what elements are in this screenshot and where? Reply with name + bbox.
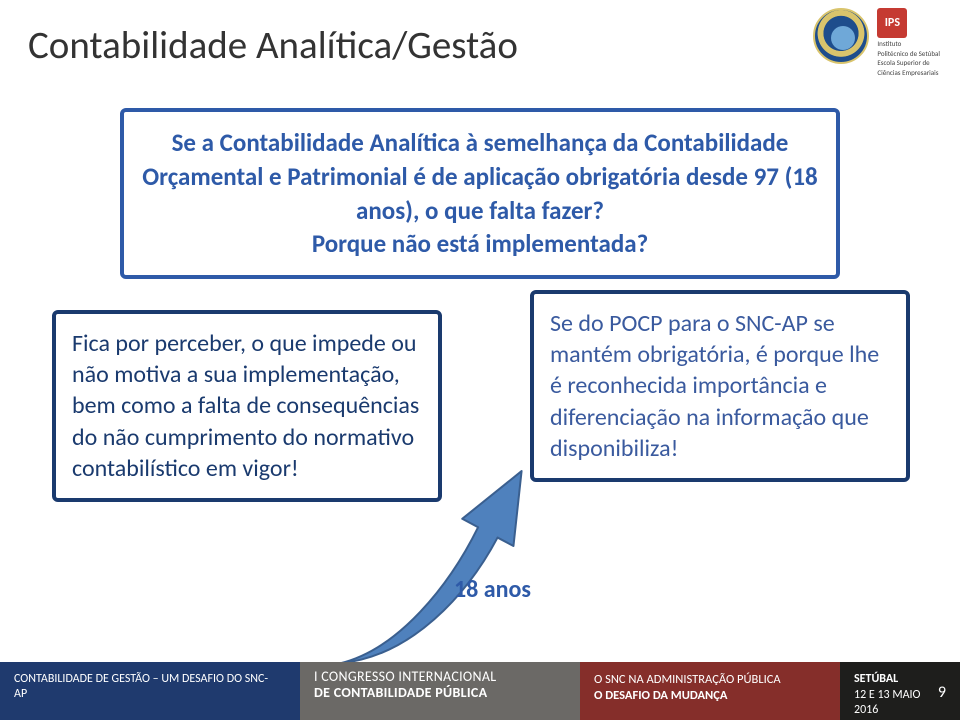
logo-area: IPS Instituto Politécnico de Setúbal Esc… [813, 8, 940, 77]
ips-sub4: Ciências Empresariais [877, 69, 938, 77]
footer-col4-l2: 12 E 13 MAIO 2016 [854, 688, 946, 719]
ips-sub3: Escola Superior de [877, 59, 929, 67]
left-callout-text: Fica por perceber, o que impede ou não m… [72, 329, 419, 483]
footer-bar: CONTABILIDADE DE GESTÃO – UM DESAFIO DO … [0, 662, 960, 720]
ips-sub2: Politécnico de Setúbal [877, 50, 940, 58]
page-number: 9 [938, 683, 946, 702]
footer-col2-l2: DE CONTABILIDADE PÚBLICA [314, 685, 566, 701]
ips-sub1: Instituto [877, 40, 901, 48]
right-callout-text: Se do POCP para o SNC-AP se mantém obrig… [550, 309, 879, 463]
right-callout-box: Se do POCP para o SNC-AP se mantém obrig… [530, 290, 910, 482]
footer-col3-l2: O DESAFIO DA MUDANÇA [594, 688, 826, 704]
footer-col3-l1: O SNC NA ADMINISTRAÇÃO PÚBLICA [594, 672, 826, 688]
footer-col1-l1: CONTABILIDADE DE GESTÃO – UM DESAFIO DO … [14, 672, 286, 687]
ips-logo: IPS Instituto Politécnico de Setúbal Esc… [877, 8, 940, 77]
top-callout-line1: Se a Contabilidade Analítica à semelhanç… [142, 127, 817, 226]
top-callout-box: Se a Contabilidade Analítica à semelhanç… [120, 108, 840, 279]
seal-logo-icon [813, 8, 869, 64]
footer-col-3: O SNC NA ADMINISTRAÇÃO PÚBLICA O DESAFIO… [580, 662, 840, 720]
footer-col4-l1: SETÚBAL [854, 672, 946, 688]
eighteen-years-label: 18 anos [454, 575, 531, 604]
footer-col2-l1: I CONGRESSO INTERNACIONAL [314, 669, 566, 685]
footer-col-1: CONTABILIDADE DE GESTÃO – UM DESAFIO DO … [0, 662, 300, 720]
footer-col1-l2: AP [14, 687, 286, 702]
slide-title: Contabilidade Analítica/Gestão [28, 22, 518, 69]
footer-col-2: I CONGRESSO INTERNACIONAL DE CONTABILIDA… [300, 662, 580, 720]
ips-logo-icon: IPS [877, 8, 907, 38]
top-callout-line2: Porque não está implementada? [312, 228, 648, 259]
